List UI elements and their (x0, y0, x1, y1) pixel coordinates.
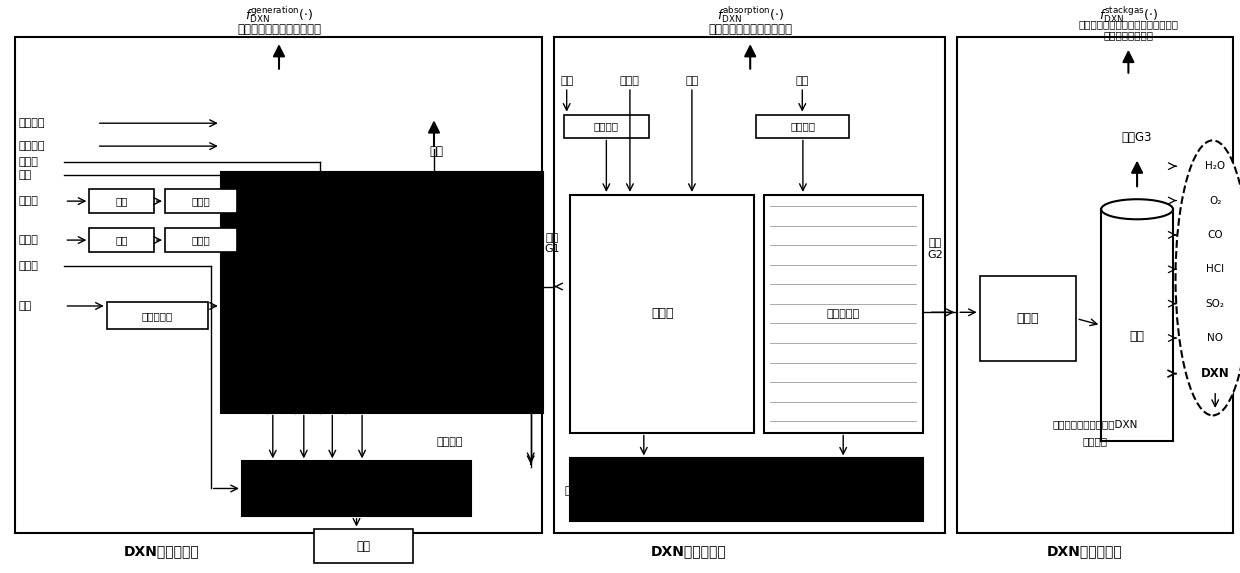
Text: 风机: 风机 (115, 235, 128, 245)
Text: 排放浓度: 排放浓度 (1083, 436, 1107, 446)
Text: 蒸汽: 蒸汽 (429, 146, 444, 158)
Bar (570, 195, 754, 433)
Bar (756, 115, 849, 138)
Bar (980, 276, 1076, 361)
Text: CO: CO (1208, 230, 1223, 240)
Text: 风机: 风机 (115, 196, 128, 206)
Bar (221, 172, 543, 413)
Text: 渗沥液: 渗沥液 (19, 156, 38, 167)
Text: 喷射风机: 喷射风机 (594, 121, 619, 131)
Text: 加热器: 加热器 (191, 196, 211, 206)
Text: 烟气
G1: 烟气 G1 (544, 233, 559, 254)
Text: DXN的产生过程: DXN的产生过程 (124, 544, 200, 558)
Text: 空气: 空气 (560, 76, 573, 87)
Text: 基于秒周期采集的易检测的可在线测: 基于秒周期采集的易检测的可在线测 (1079, 19, 1178, 29)
Text: 加热器: 加热器 (191, 235, 211, 245)
Text: 基于秒周期采集的过程变量: 基于秒周期采集的过程变量 (708, 23, 792, 36)
Bar (165, 189, 237, 213)
Bar (554, 37, 945, 533)
Text: DXN: DXN (1200, 367, 1230, 380)
Text: HCl: HCl (1207, 264, 1224, 274)
Text: 助燃空气: 助燃空气 (19, 118, 45, 128)
Text: SO₂: SO₂ (1205, 299, 1225, 309)
Bar (764, 195, 923, 433)
Bar (89, 228, 154, 252)
Text: O₂: O₂ (1209, 195, 1221, 206)
Bar (242, 461, 471, 516)
Text: 固废存放池: 固废存放池 (141, 311, 174, 321)
Bar (957, 37, 1233, 533)
Text: 补水: 补水 (19, 170, 32, 180)
Bar (107, 302, 208, 329)
Text: 回收水: 回收水 (19, 261, 38, 272)
Text: 硫化风机: 硫化风机 (790, 121, 816, 131)
Text: NO: NO (1208, 333, 1223, 343)
Text: $f_{\mathrm{DXN}}^{\mathrm{absorption}}(\cdot)$: $f_{\mathrm{DXN}}^{\mathrm{absorption}}(… (717, 4, 784, 25)
Bar (15, 37, 542, 533)
Bar (1101, 209, 1173, 441)
Text: 一次风: 一次风 (19, 235, 38, 245)
Bar (89, 189, 154, 213)
Text: 回收水: 回收水 (564, 486, 584, 496)
Text: 空气: 空气 (796, 76, 808, 87)
Text: 废碴: 废碴 (356, 540, 371, 552)
Text: 助燃煤油: 助燃煤油 (19, 141, 45, 151)
Text: 烟气
G2: 烟气 G2 (928, 238, 942, 260)
Text: 袋式过滤器: 袋式过滤器 (827, 309, 859, 319)
Text: 烟气G3: 烟气G3 (1122, 131, 1152, 144)
Text: DXN的吸收过程: DXN的吸收过程 (650, 544, 727, 558)
Text: 基于秒周期采集的过程变量: 基于秒周期采集的过程变量 (237, 23, 321, 36)
Text: 石灰: 石灰 (686, 76, 698, 87)
Text: 反应器: 反应器 (651, 307, 673, 320)
Ellipse shape (1101, 199, 1173, 219)
Text: 二次风: 二次风 (19, 196, 38, 206)
Bar (314, 529, 413, 563)
Text: 固废: 固废 (19, 301, 32, 311)
Ellipse shape (1176, 140, 1240, 415)
Text: 基于月或季周期化验的DXN: 基于月或季周期化验的DXN (1053, 419, 1137, 429)
Bar (570, 458, 923, 521)
Text: 量的排放烟气浓度: 量的排放烟气浓度 (1104, 30, 1153, 41)
Bar (564, 115, 649, 138)
Text: DXN的排放过程: DXN的排放过程 (1047, 544, 1123, 558)
Text: 引风机: 引风机 (1017, 312, 1039, 325)
Text: H₂O: H₂O (1205, 161, 1225, 171)
Text: $f_{\mathrm{DXN}}^{\mathrm{generation}}(\cdot)$: $f_{\mathrm{DXN}}^{\mathrm{generation}}(… (246, 4, 312, 25)
Text: $f_{\mathrm{DXN}}^{\mathrm{stackgas}}(\cdot)$: $f_{\mathrm{DXN}}^{\mathrm{stackgas}}(\c… (1099, 4, 1158, 25)
Bar (165, 228, 237, 252)
Text: 活性炭: 活性炭 (620, 76, 640, 87)
Text: 烟囱: 烟囱 (1130, 330, 1145, 343)
Text: 废锅给水: 废锅给水 (436, 437, 463, 448)
